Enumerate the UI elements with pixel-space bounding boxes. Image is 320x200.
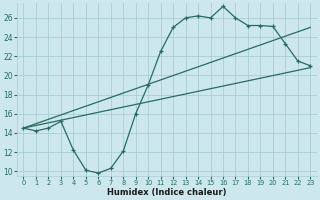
X-axis label: Humidex (Indice chaleur): Humidex (Indice chaleur) xyxy=(107,188,227,197)
